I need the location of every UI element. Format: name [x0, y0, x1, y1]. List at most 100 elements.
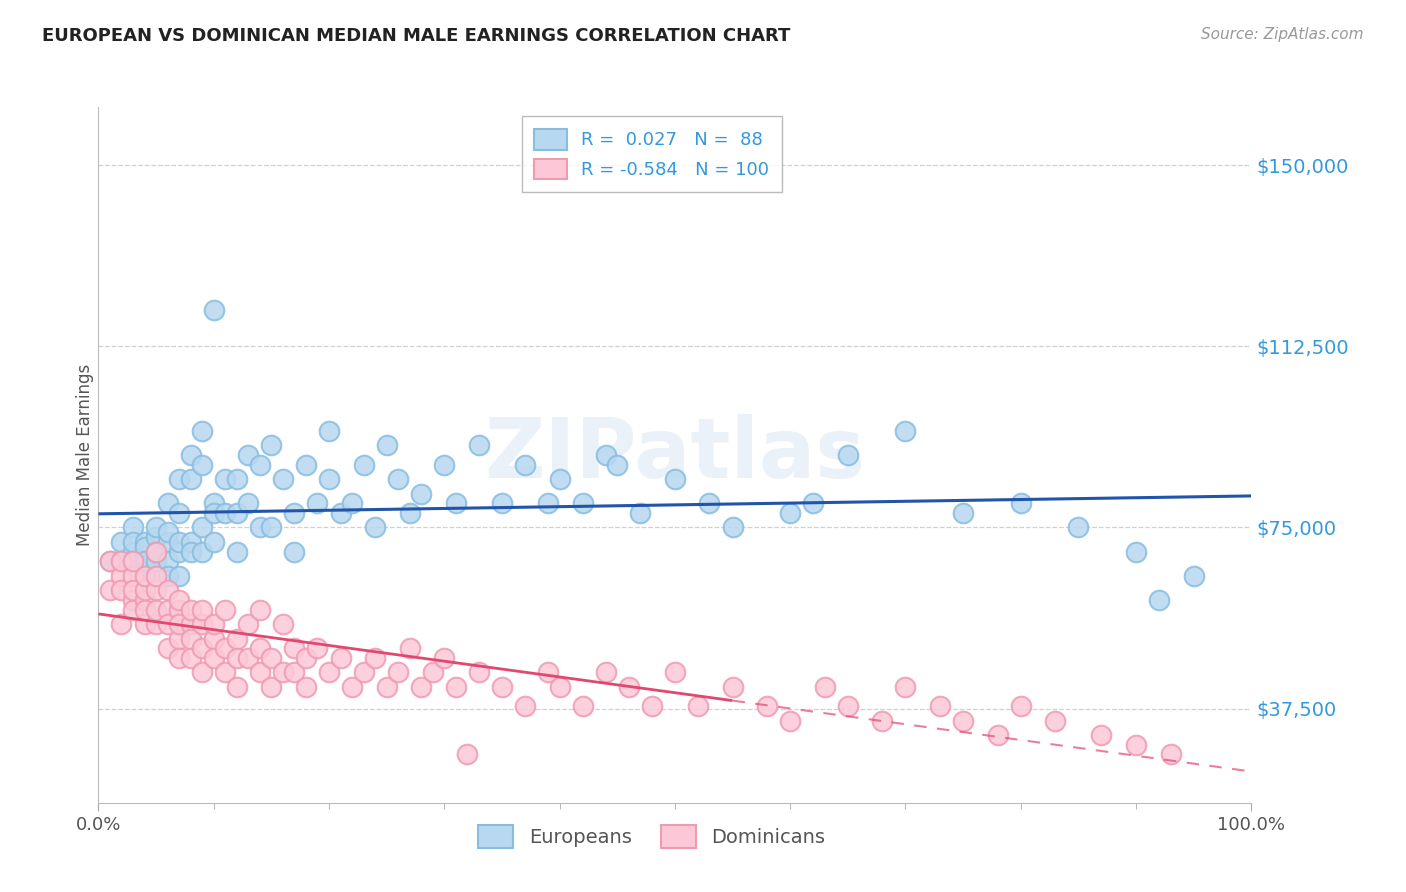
Point [145, 568, 167, 582]
Point [238, 651, 260, 665]
Legend: Europeans, Dominicans: Europeans, Dominicans [471, 818, 834, 855]
Point [156, 617, 179, 632]
Point [1125, 544, 1147, 558]
Text: EUROPEAN VS DOMINICAN MEDIAN MALE EARNINGS CORRELATION CHART: EUROPEAN VS DOMINICAN MEDIAN MALE EARNIN… [42, 27, 790, 45]
Point [295, 651, 318, 665]
Point [156, 641, 179, 656]
Point [145, 583, 167, 598]
Point [167, 506, 190, 520]
Point [721, 520, 744, 534]
Point [548, 680, 571, 694]
Text: Source: ZipAtlas.com: Source: ZipAtlas.com [1201, 27, 1364, 42]
Point [214, 506, 236, 520]
Point [225, 632, 247, 646]
Point [387, 472, 409, 486]
Point [145, 520, 167, 534]
Point [156, 534, 179, 549]
Point [548, 472, 571, 486]
Point [1010, 496, 1032, 510]
Point [307, 641, 329, 656]
Point [617, 680, 640, 694]
Point [422, 665, 444, 680]
Point [167, 602, 190, 616]
Point [1125, 738, 1147, 752]
Point [952, 506, 974, 520]
Point [167, 632, 190, 646]
Point [260, 438, 283, 452]
Point [444, 680, 467, 694]
Point [122, 534, 145, 549]
Point [145, 617, 167, 632]
Point [699, 496, 721, 510]
Point [191, 544, 214, 558]
Text: ZIPatlas: ZIPatlas [485, 415, 865, 495]
Point [364, 520, 387, 534]
Y-axis label: Median Male Earnings: Median Male Earnings [76, 364, 94, 546]
Point [249, 458, 271, 472]
Point [180, 632, 202, 646]
Point [238, 617, 260, 632]
Point [375, 680, 398, 694]
Point [249, 602, 271, 616]
Point [468, 438, 491, 452]
Point [318, 665, 340, 680]
Point [513, 458, 536, 472]
Point [756, 699, 779, 714]
Point [156, 525, 179, 540]
Point [686, 699, 709, 714]
Point [110, 617, 132, 632]
Point [180, 472, 202, 486]
Point [180, 651, 202, 665]
Point [110, 534, 132, 549]
Point [145, 602, 167, 616]
Point [191, 602, 214, 616]
Point [894, 680, 917, 694]
Point [167, 534, 190, 549]
Point [134, 568, 156, 582]
Point [145, 544, 167, 558]
Point [249, 665, 271, 680]
Point [180, 602, 202, 616]
Point [214, 665, 236, 680]
Point [837, 699, 859, 714]
Point [307, 496, 329, 510]
Point [801, 496, 824, 510]
Point [260, 680, 283, 694]
Point [122, 520, 145, 534]
Point [1182, 568, 1205, 582]
Point [952, 714, 974, 728]
Point [571, 496, 593, 510]
Point [1160, 747, 1182, 762]
Point [340, 680, 363, 694]
Point [191, 458, 214, 472]
Point [214, 472, 236, 486]
Point [225, 544, 247, 558]
Point [779, 506, 801, 520]
Point [295, 680, 318, 694]
Point [411, 486, 433, 500]
Point [375, 438, 398, 452]
Point [202, 506, 225, 520]
Point [122, 602, 145, 616]
Point [122, 554, 145, 568]
Point [110, 568, 132, 582]
Point [606, 458, 628, 472]
Point [202, 617, 225, 632]
Point [191, 520, 214, 534]
Point [134, 549, 156, 564]
Point [122, 568, 145, 582]
Point [110, 554, 132, 568]
Point [122, 554, 145, 568]
Point [398, 641, 420, 656]
Point [225, 651, 247, 665]
Point [156, 496, 179, 510]
Point [167, 592, 190, 607]
Point [145, 544, 167, 558]
Point [1067, 520, 1090, 534]
Point [872, 714, 894, 728]
Point [433, 458, 456, 472]
Point [353, 458, 375, 472]
Point [134, 592, 156, 607]
Point [167, 617, 190, 632]
Point [283, 544, 305, 558]
